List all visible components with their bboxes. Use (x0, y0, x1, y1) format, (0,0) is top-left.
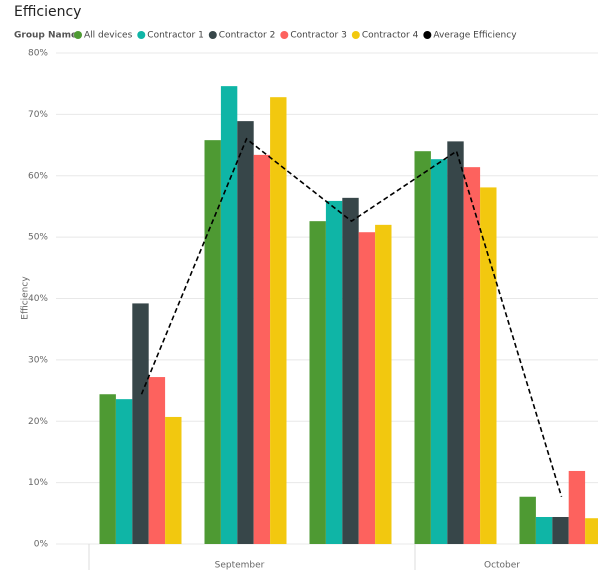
legend-label: All devices (84, 31, 133, 41)
legend-marker (280, 31, 289, 39)
bar (237, 121, 254, 544)
bar (552, 516, 569, 544)
y-axis-label: Efficiency (21, 276, 31, 320)
bar (535, 516, 553, 544)
bar (375, 224, 392, 544)
legend-label: Average Efficiency (433, 31, 517, 41)
y-tick-label: 80% (28, 49, 48, 59)
legend-marker (74, 31, 82, 39)
y-tick-label: 10% (28, 478, 48, 488)
bar (148, 377, 166, 544)
legend-title: Group Name (14, 31, 77, 41)
bar (253, 154, 271, 544)
x-group-label: September (215, 561, 265, 570)
y-tick-label: 30% (28, 355, 48, 365)
legend-marker (351, 31, 360, 39)
bar (358, 232, 376, 544)
bar (220, 86, 238, 544)
bar (447, 141, 464, 544)
legend-label: Contractor 3 (290, 31, 347, 41)
bar (568, 470, 586, 544)
bar (480, 187, 497, 544)
bar (99, 394, 116, 544)
y-tick-label: 70% (28, 110, 48, 120)
bar (342, 197, 359, 544)
legend-marker (208, 31, 217, 39)
bar (165, 416, 182, 544)
legend-label: Contractor 2 (219, 31, 276, 41)
chart-title: Efficiency (14, 4, 81, 20)
y-tick-label: 60% (28, 171, 48, 181)
legend-label: Contractor 1 (147, 31, 204, 41)
average-line (140, 137, 563, 497)
legend-label: Contractor 4 (362, 31, 419, 41)
y-tick-label: 50% (28, 233, 48, 243)
bar (325, 200, 343, 544)
legend-marker (137, 31, 146, 39)
y-tick-label: 40% (28, 294, 48, 304)
bar (204, 140, 221, 544)
bar (132, 303, 149, 544)
legend-marker (423, 31, 432, 39)
bar (430, 159, 448, 544)
bar (270, 97, 287, 544)
plot-area (56, 52, 598, 545)
bar (519, 496, 536, 544)
bar (115, 399, 133, 544)
y-tick-label: 20% (28, 417, 48, 427)
bar (585, 518, 598, 544)
bar (463, 167, 481, 544)
bar (309, 221, 326, 545)
bar (414, 151, 431, 544)
y-tick-label: 0% (34, 540, 49, 550)
x-group-label: October (484, 561, 520, 570)
